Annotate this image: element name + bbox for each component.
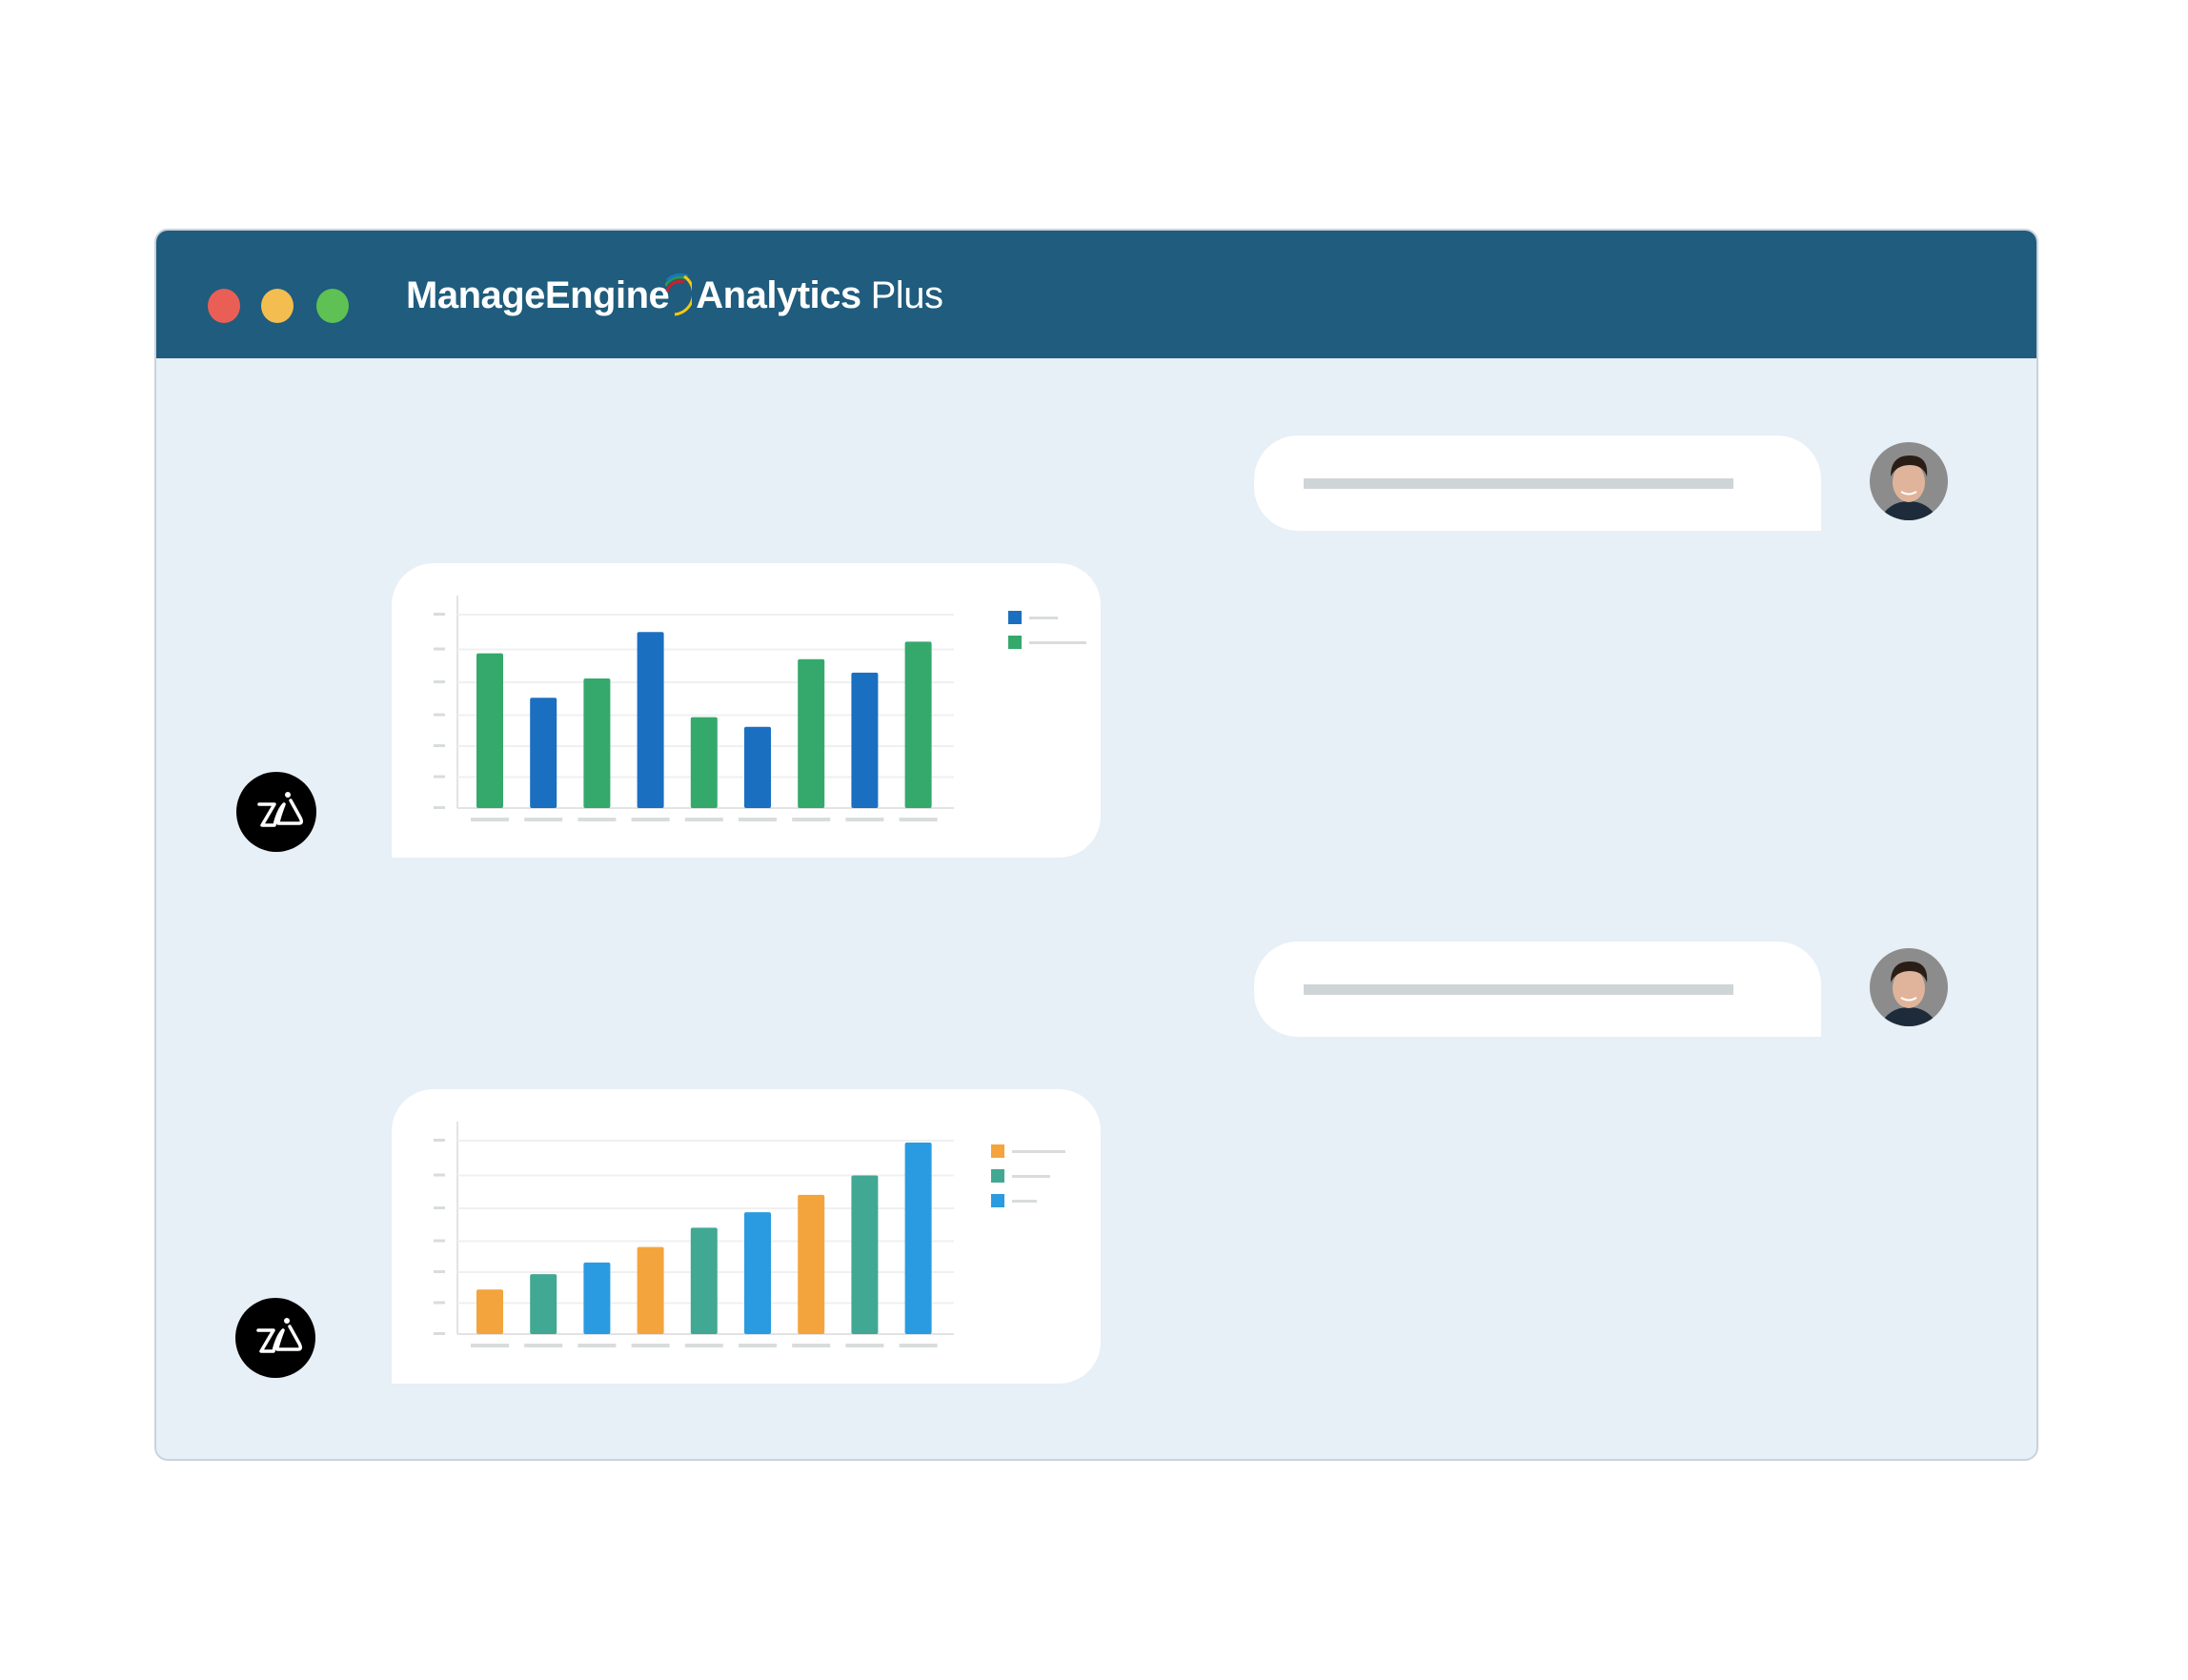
user-message-bubble [1254, 941, 1821, 1037]
bar [583, 678, 611, 808]
x-tick-label-placeholder [845, 1344, 884, 1347]
zia-avatar [235, 1298, 315, 1378]
bar [530, 1274, 557, 1334]
y-tick-label-placeholder [434, 680, 445, 684]
y-tick-label-placeholder [434, 647, 445, 651]
close-button[interactable] [208, 289, 240, 323]
bar [744, 1212, 771, 1334]
x-tick-label-placeholder [792, 1344, 831, 1347]
legend-label-placeholder [1012, 1175, 1050, 1178]
x-tick-label-placeholder [524, 1344, 563, 1347]
legend-label-placeholder [1029, 641, 1086, 644]
y-tick-label-placeholder [434, 1270, 445, 1274]
manageengine-logo-icon [665, 273, 693, 316]
bar-chart [434, 1122, 1065, 1347]
chart-card [392, 563, 1101, 858]
x-tick-label-placeholder [684, 818, 723, 821]
bar-chart [434, 596, 1086, 821]
user-photo-icon [1870, 948, 1948, 1026]
bar [851, 1175, 879, 1334]
bar [583, 1262, 611, 1334]
bar [476, 653, 503, 808]
y-tick-label-placeholder [434, 775, 445, 779]
message-text-placeholder [1304, 984, 1733, 995]
x-tick-label-placeholder [577, 1344, 617, 1347]
brand-name: ManageEngine [406, 273, 670, 316]
legend-swatch [991, 1169, 1004, 1183]
legend-label-placeholder [1012, 1150, 1065, 1153]
y-tick-label-placeholder [434, 713, 445, 717]
x-tick-label-placeholder [631, 818, 670, 821]
legend-swatch [1008, 636, 1022, 649]
app-title: ManageEngine Analytics Plus [406, 273, 943, 318]
zia-logo-icon [256, 1318, 303, 1353]
bar [904, 1143, 932, 1334]
x-tick-label-placeholder [471, 1344, 509, 1347]
user-photo-icon [1870, 442, 1948, 520]
x-tick-label-placeholder [899, 818, 938, 821]
y-tick-label-placeholder [434, 613, 445, 616]
zia-logo-icon [257, 792, 304, 827]
x-tick-label-placeholder [524, 818, 563, 821]
legend-swatch [991, 1144, 1004, 1158]
app-window: ManageEngine Analytics Plus [154, 229, 2038, 1461]
legend-label-placeholder [1029, 617, 1058, 619]
y-tick-label-placeholder [434, 1173, 445, 1177]
bar [904, 641, 932, 808]
bar [637, 1246, 664, 1334]
x-tick-label-placeholder [739, 818, 777, 821]
user-message-bubble [1254, 435, 1821, 531]
legend-swatch [1008, 611, 1022, 624]
x-tick-label-placeholder [792, 818, 831, 821]
minimize-button[interactable] [261, 289, 294, 323]
bar [851, 672, 879, 808]
bar [476, 1289, 503, 1334]
bar [798, 658, 825, 808]
x-tick-label-placeholder [631, 1344, 670, 1347]
x-tick-label-placeholder [739, 1344, 777, 1347]
y-tick-label-placeholder [434, 1239, 445, 1243]
y-tick-label-placeholder [434, 806, 445, 809]
x-tick-label-placeholder [899, 1344, 938, 1347]
x-tick-label-placeholder [684, 1344, 723, 1347]
title-bar: ManageEngine Analytics Plus [156, 231, 2036, 358]
y-tick-label-placeholder [434, 1206, 445, 1210]
y-tick-label-placeholder [434, 1139, 445, 1142]
bar [637, 632, 664, 808]
zia-avatar [236, 772, 316, 852]
user-avatar [1870, 948, 1948, 1026]
x-tick-label-placeholder [577, 818, 617, 821]
bar [690, 1227, 718, 1334]
legend-label-placeholder [1012, 1200, 1037, 1203]
chart-card [392, 1089, 1101, 1384]
user-avatar [1870, 442, 1948, 520]
bar [744, 726, 771, 808]
maximize-button[interactable] [316, 289, 349, 323]
bar [798, 1194, 825, 1334]
product-name: Analytics [696, 273, 861, 316]
y-tick-label-placeholder [434, 744, 445, 748]
x-tick-label-placeholder [845, 818, 884, 821]
y-tick-label-placeholder [434, 1301, 445, 1305]
y-tick-label-placeholder [434, 1332, 445, 1335]
message-text-placeholder [1304, 478, 1733, 489]
bar [690, 717, 718, 808]
x-tick-label-placeholder [471, 818, 509, 821]
product-edition: Plus [870, 273, 943, 316]
bar [530, 698, 557, 808]
legend-swatch [991, 1194, 1004, 1207]
